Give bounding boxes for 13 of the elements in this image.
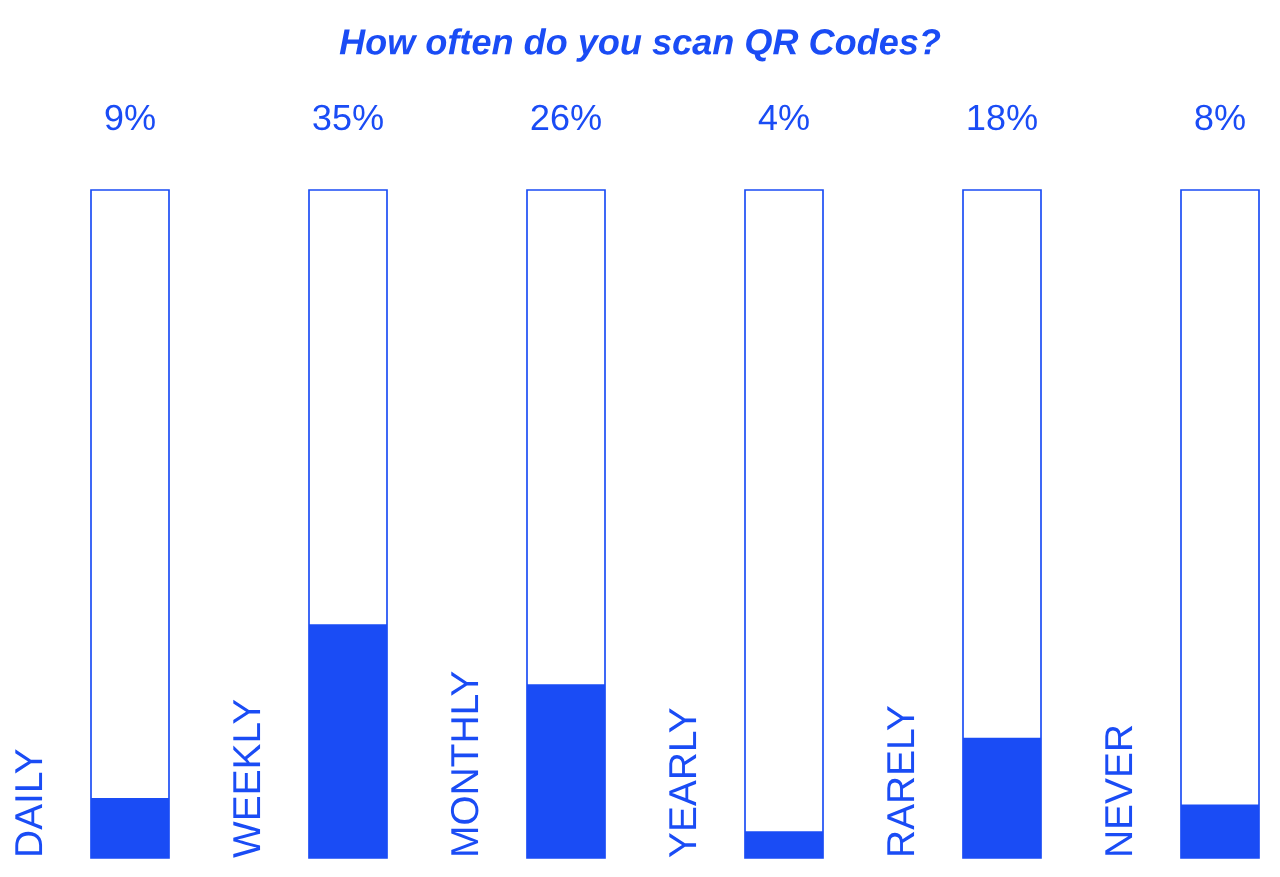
data-label: 26% [531,104,601,131]
x-tick-label: WEEKLY [233,699,261,858]
chart-title: How often do you scan QR Codes? [339,28,941,62]
data-label: 18% [968,104,1037,131]
data-label: 8% [1195,104,1245,131]
data-label: 35% [313,104,383,131]
x-tick-label: MONTHLY [450,671,479,855]
data-label: 4% [758,104,809,131]
x-tick-label: NEVER [1105,725,1133,855]
data-label: 9% [105,104,155,131]
x-tick-label: RARELY [887,706,915,855]
x-tick-label: YEARLY [669,708,697,858]
x-tick-label: DAILY [15,749,43,855]
